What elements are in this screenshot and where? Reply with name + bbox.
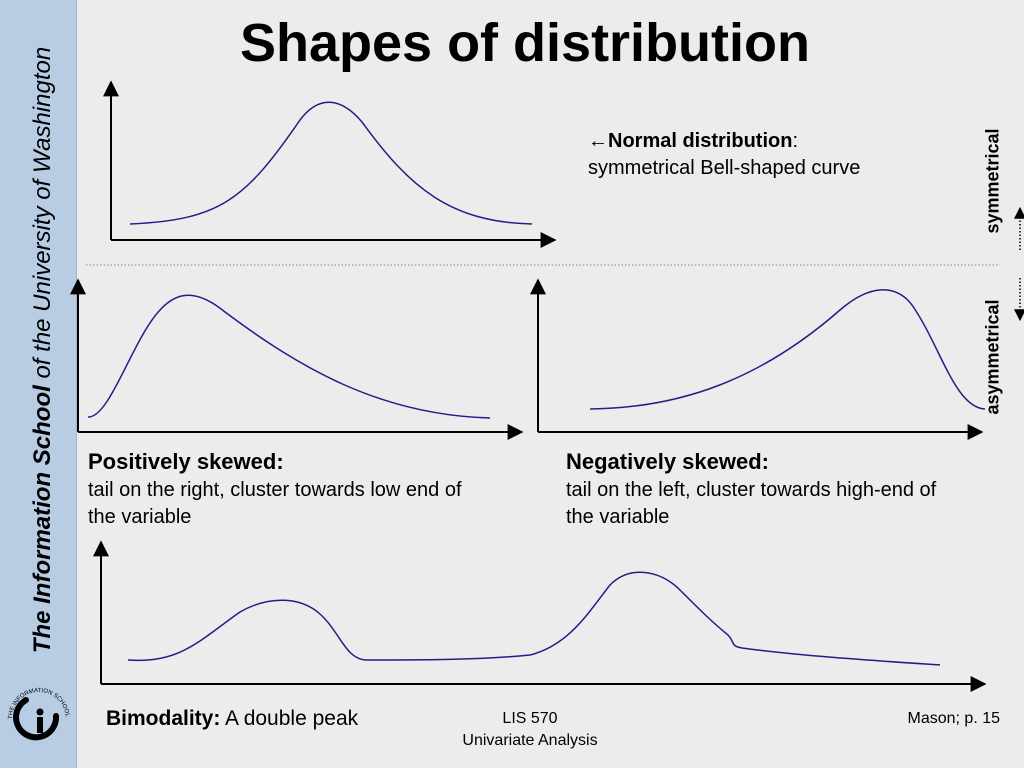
positive-skew-curve	[87, 294, 491, 419]
positive-skew-plot	[70, 278, 524, 440]
negative-skew-plot	[530, 278, 986, 440]
normal-colon: :	[792, 130, 799, 152]
footer-subtitle: Univariate Analysis	[462, 732, 598, 749]
negative-skew-curve	[589, 289, 986, 410]
positive-description: tail on the right, cluster towards low e…	[88, 479, 462, 528]
normal-distribution-text: ←Normal distribution: symmetrical Bell-s…	[588, 128, 878, 182]
footer-course: LIS 570 Univariate Analysis	[430, 708, 630, 752]
bimodality-text: Bimodality: A double peak	[106, 705, 446, 732]
bimodal-description: A double peak	[220, 707, 359, 730]
bimodal-plot	[93, 540, 987, 692]
bimodal-heading: Bimodality:	[106, 707, 221, 730]
footer-source: Mason; p. 15	[907, 710, 1001, 727]
bimodal-curve	[127, 571, 941, 666]
normal-distribution-plot	[103, 80, 557, 248]
negative-description: tail on the left, cluster towards high-e…	[566, 479, 937, 528]
page-title: Shapes of distribution	[239, 13, 810, 73]
normal-heading: Normal distribution	[608, 130, 793, 152]
sidebar: The Information School of the University…	[0, 0, 77, 768]
positive-skew-text: Positively skewed: tail on the right, cl…	[88, 448, 488, 531]
footer-course-code: LIS 570	[502, 710, 558, 727]
normal-curve	[129, 101, 533, 225]
ischool-logo-icon: THE INFORMATION SCHOOL	[8, 688, 70, 741]
normal-description: symmetrical Bell-shaped curve	[588, 157, 861, 179]
positive-heading: Positively skewed:	[88, 449, 284, 474]
symmetrical-label: symmetrical	[982, 128, 1003, 234]
negative-heading: Negatively skewed:	[566, 449, 769, 474]
negative-skew-text: Negatively skewed: tail on the left, clu…	[566, 448, 966, 531]
normal-arrow: ←	[588, 130, 608, 152]
asymmetrical-label: asymmetrical	[982, 299, 1003, 415]
